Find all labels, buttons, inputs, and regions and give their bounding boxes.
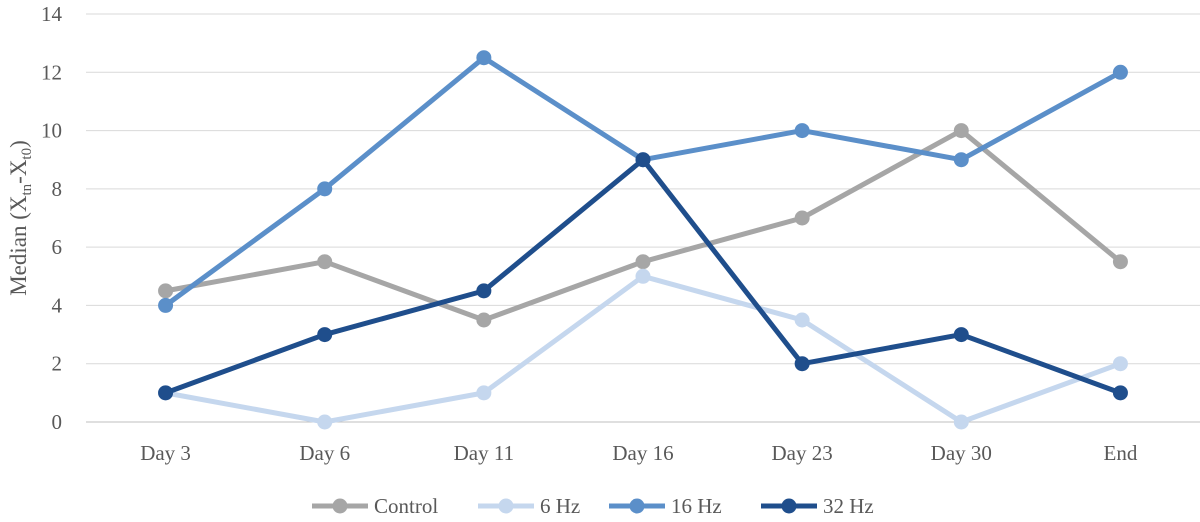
data-point [1112, 356, 1128, 372]
y-axis-label-mid: -X [6, 159, 31, 184]
data-point [476, 50, 492, 66]
data-point [635, 254, 651, 270]
legend: Control 6 Hz 16 Hz 32 Hz [312, 494, 874, 518]
data-point [476, 283, 492, 299]
x-tick-label: End [1104, 441, 1138, 465]
series-layer [158, 50, 1128, 430]
data-point [1112, 385, 1128, 401]
y-axis-label: Median (Xtn-Xt0) [6, 140, 35, 296]
legend-item: 16 Hz [609, 494, 722, 518]
y-axis-label-sub2: t0 [19, 148, 35, 160]
legend-swatch-marker [781, 498, 797, 514]
y-tick-label: 8 [52, 177, 63, 201]
series-32-hz [158, 152, 1128, 401]
x-tick-label: Day 3 [140, 441, 191, 465]
y-axis-label-sub1: tn [19, 183, 35, 195]
legend-label: 32 Hz [823, 494, 874, 518]
data-point [158, 385, 174, 401]
data-point [794, 356, 810, 372]
legend-swatch-marker [498, 498, 514, 514]
y-tick-label: 14 [41, 2, 63, 26]
data-point [953, 327, 969, 343]
data-point [794, 210, 810, 226]
series-6-hz [158, 268, 1128, 430]
data-point [476, 385, 492, 401]
data-point [953, 414, 969, 430]
x-axis-ticks: Day 3 Day 6 Day 11 Day 16 Day 23 Day 30 End [140, 441, 1138, 465]
legend-item: Control [312, 494, 438, 518]
data-point [317, 327, 333, 343]
x-tick-label: Day 30 [931, 441, 992, 465]
data-point [953, 123, 969, 139]
y-tick-label: 2 [52, 352, 63, 376]
data-point [794, 312, 810, 328]
legend-swatch-marker [332, 498, 348, 514]
y-axis-ticks: 0 2 4 6 8 10 12 14 [41, 2, 63, 434]
data-point [1112, 64, 1128, 80]
x-tick-label: Day 16 [612, 441, 673, 465]
data-point [794, 123, 810, 139]
y-tick-label: 10 [41, 119, 62, 143]
y-tick-label: 12 [41, 60, 62, 84]
data-point [476, 312, 492, 328]
y-axis-label-end: ) [6, 140, 31, 148]
legend-item: 6 Hz [478, 494, 580, 518]
data-point [1112, 254, 1128, 270]
series-control [158, 123, 1128, 328]
y-axis-label-main: Median (X [6, 195, 31, 296]
gridlines [86, 13, 1200, 365]
data-point [317, 414, 333, 430]
data-point [158, 283, 174, 299]
data-point [317, 254, 333, 270]
legend-label: 6 Hz [540, 494, 580, 518]
legend-label: 16 Hz [671, 494, 722, 518]
x-tick-label: Day 6 [299, 441, 350, 465]
data-point [953, 152, 969, 168]
data-point [158, 297, 174, 313]
data-point [635, 152, 651, 168]
legend-swatch-marker [629, 498, 645, 514]
x-tick-label: Day 11 [454, 441, 514, 465]
y-tick-label: 4 [52, 293, 63, 317]
legend-item: 32 Hz [761, 494, 874, 518]
y-tick-label: 0 [52, 410, 63, 434]
data-point [635, 268, 651, 284]
series-line [163, 273, 1123, 425]
y-tick-label: 6 [52, 235, 63, 259]
legend-label: Control [374, 494, 438, 518]
data-point [317, 181, 333, 197]
x-tick-label: Day 23 [772, 441, 833, 465]
